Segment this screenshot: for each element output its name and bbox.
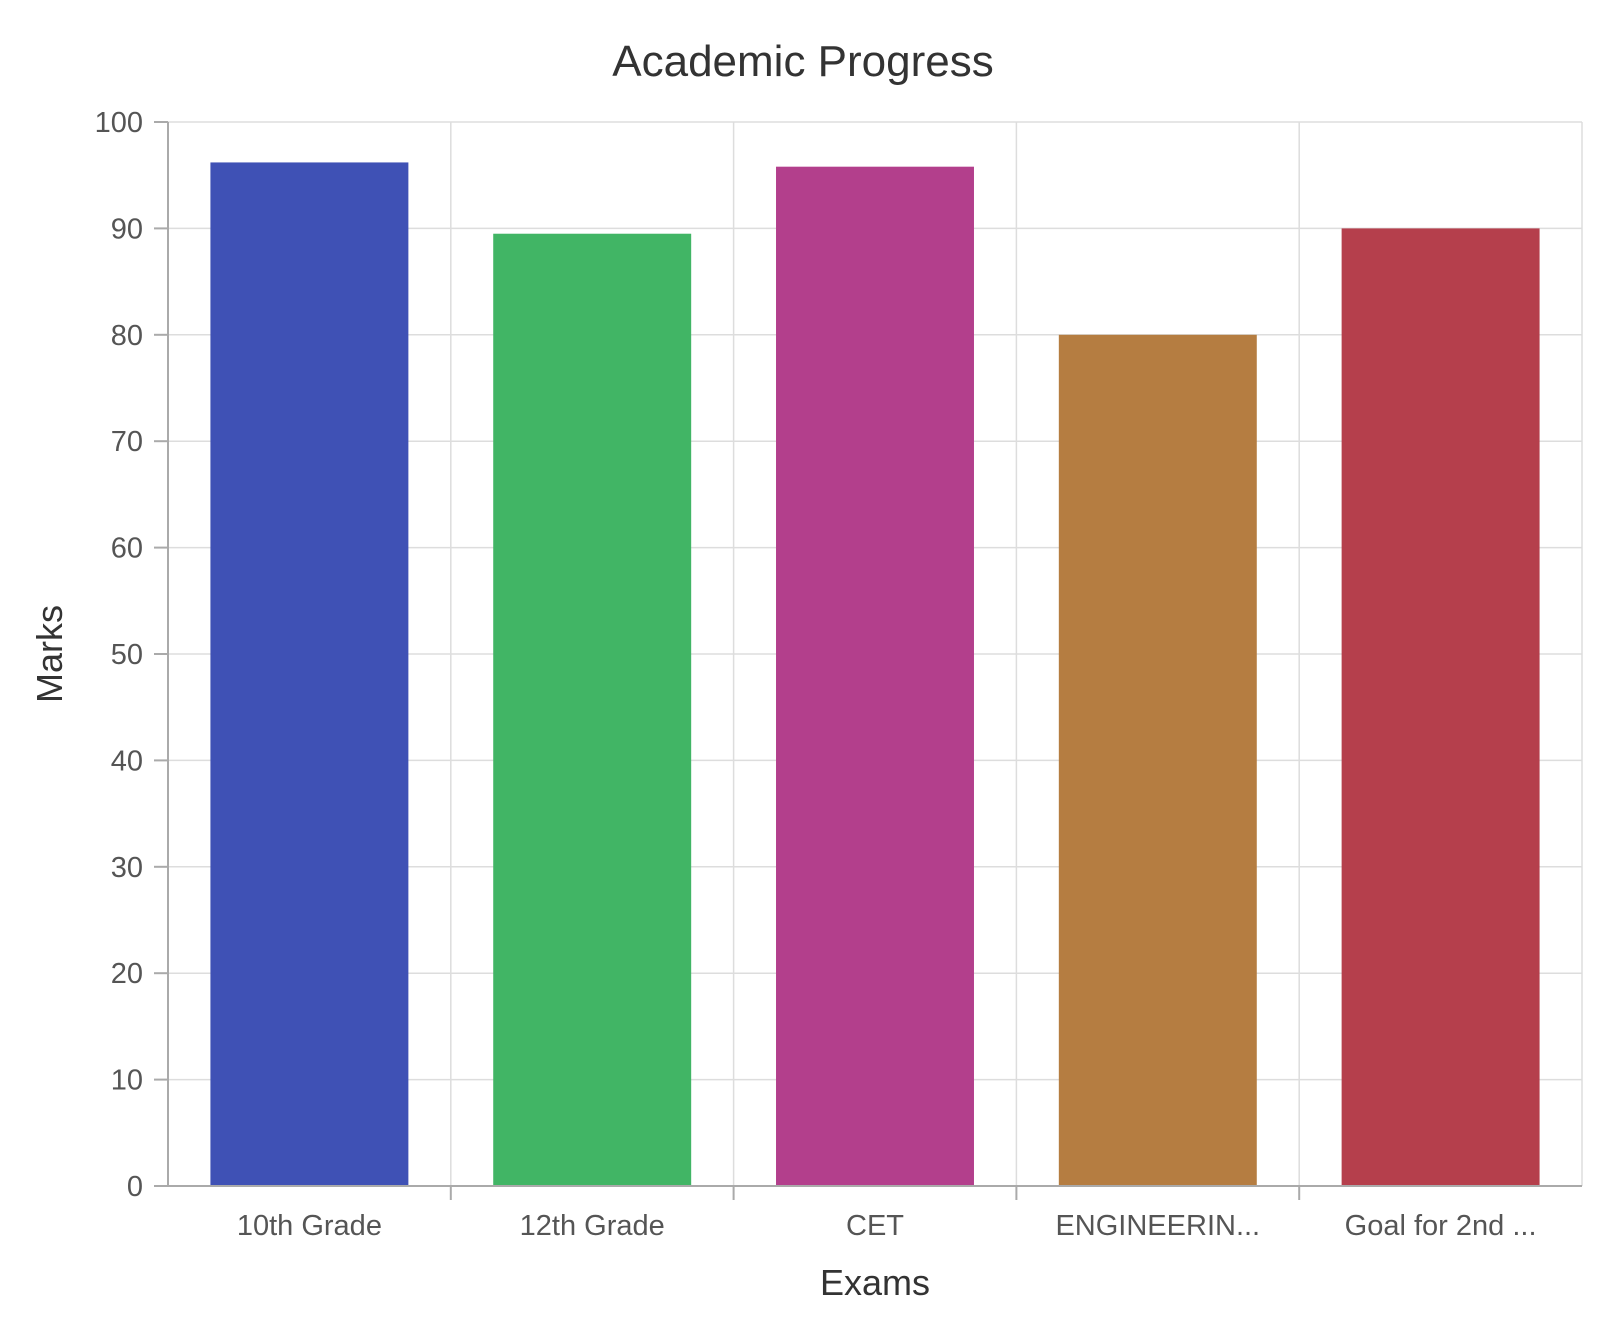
chart-title: Academic Progress: [612, 37, 993, 86]
x-tick-label: ENGINEERIN...: [1055, 1210, 1260, 1242]
x-tick-label: CET: [846, 1210, 904, 1242]
y-tick-label: 90: [111, 213, 143, 245]
bar[interactable]: [210, 162, 409, 1186]
y-tick-label: 60: [111, 533, 143, 565]
bars: [210, 162, 1540, 1187]
y-tick-label: 80: [111, 320, 143, 352]
y-tick-label: 50: [111, 639, 143, 671]
y-tick-label: 20: [111, 958, 143, 990]
x-tick-label: 12th Grade: [520, 1210, 665, 1242]
bar[interactable]: [493, 233, 692, 1187]
x-tick-label: Goal for 2nd ...: [1345, 1210, 1537, 1242]
y-tick-label: 40: [111, 745, 143, 777]
x-tick-label: 10th Grade: [237, 1210, 382, 1242]
axes: [155, 122, 1582, 1187]
y-tick-labels: 0 10 20 30 40 50 60 70 80 90 100: [95, 107, 143, 1203]
bar[interactable]: [1341, 228, 1540, 1186]
y-tick-label: 0: [127, 1171, 143, 1203]
x-axis-title: Exams: [820, 1262, 930, 1303]
bar[interactable]: [1058, 334, 1257, 1186]
y-tick-label: 70: [111, 426, 143, 458]
y-tick-label: 30: [111, 852, 143, 884]
y-tick-label: 10: [111, 1065, 143, 1097]
bar[interactable]: [776, 166, 974, 1187]
y-axis-title: Marks: [29, 605, 70, 703]
y-tick-label: 100: [95, 107, 143, 139]
x-tick-labels: 10th Grade 12th Grade CET ENGINEERIN... Goal…: [237, 1210, 1537, 1242]
